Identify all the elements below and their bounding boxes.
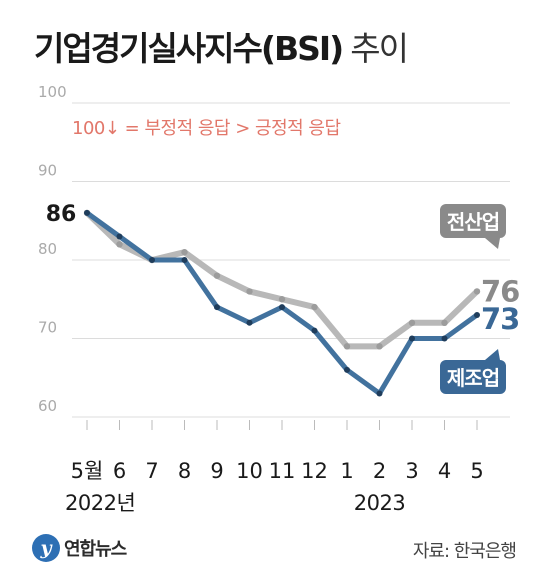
x-tick-label: 5월 [71,459,104,483]
data-point [279,304,285,311]
series-line [84,209,480,350]
data-point [84,209,90,216]
x-tick-label: 10 [236,459,263,483]
y-tick-label: 90 [38,162,57,180]
data-point [311,303,318,311]
x-tick-label: 2 [373,459,386,483]
data-point [246,288,253,295]
data-point [409,335,415,342]
end-value-label: 76 [481,274,519,308]
data-point [408,319,416,326]
data-point [344,366,350,373]
gridlines: 60 70 80 90 100 [38,83,510,418]
x-tick-label: 12 [301,459,328,483]
yonhap-logo: y 연합뉴스 [32,534,127,562]
end-value-label: 73 [481,302,519,336]
data-point [246,319,253,326]
x-year-label: 2023 [354,491,405,515]
data-point [116,233,123,240]
data-point [473,288,481,295]
data-point [181,257,188,263]
x-tick-label: 1 [340,459,353,483]
y-tick-label: 80 [38,240,57,258]
x-year-label: 2022년 [65,491,135,515]
data-point [116,241,123,248]
y-tick-label: 100 [38,83,67,101]
x-tick-label: 5 [470,459,483,483]
start-value-label: 86 [46,202,77,227]
logo-text: 연합뉴스 [64,539,127,560]
y-tick-label: 60 [38,397,57,415]
x-tick-label: 7 [145,459,158,483]
data-point [181,248,188,256]
series-legend-box [440,360,506,394]
data-point [376,390,383,397]
chart-title-sub: 추이 [350,29,409,68]
chart-note: 100↓ = 부정적 응답 > 긍정적 응답 [72,118,341,139]
x-tick-label: 6 [113,459,126,483]
x-tick-label: 3 [405,459,418,483]
logo-icon: y [32,534,60,562]
data-point [278,296,286,303]
data-point [343,343,351,350]
data-point [149,257,155,263]
data-point [376,343,383,350]
legend-callout-tail [485,349,500,360]
data-point [213,272,221,279]
data-point [311,327,318,334]
series-line [84,210,480,396]
data-point [441,319,448,326]
legend-callout-tail [485,238,500,249]
series-legend-label: 전산업 [447,210,499,234]
data-point [441,335,448,342]
x-tick-label: 4 [438,459,451,483]
series-legend-label: 제조업 [447,366,499,390]
series-legend-box [440,204,506,238]
chart-title: 기업경기실사지수(BSI) 추이 [34,22,409,70]
data-point [474,311,480,318]
x-tick-label: 11 [269,459,296,483]
source-credit: 자료: 한국은행 [412,541,517,562]
chart-title-main: 기업경기실사지수(BSI) [34,29,344,68]
data-point [214,304,220,311]
x-tick-label: 9 [210,459,223,483]
series-lines [83,209,481,397]
x-tick-label: 8 [178,459,191,483]
y-tick-label: 70 [38,319,57,337]
